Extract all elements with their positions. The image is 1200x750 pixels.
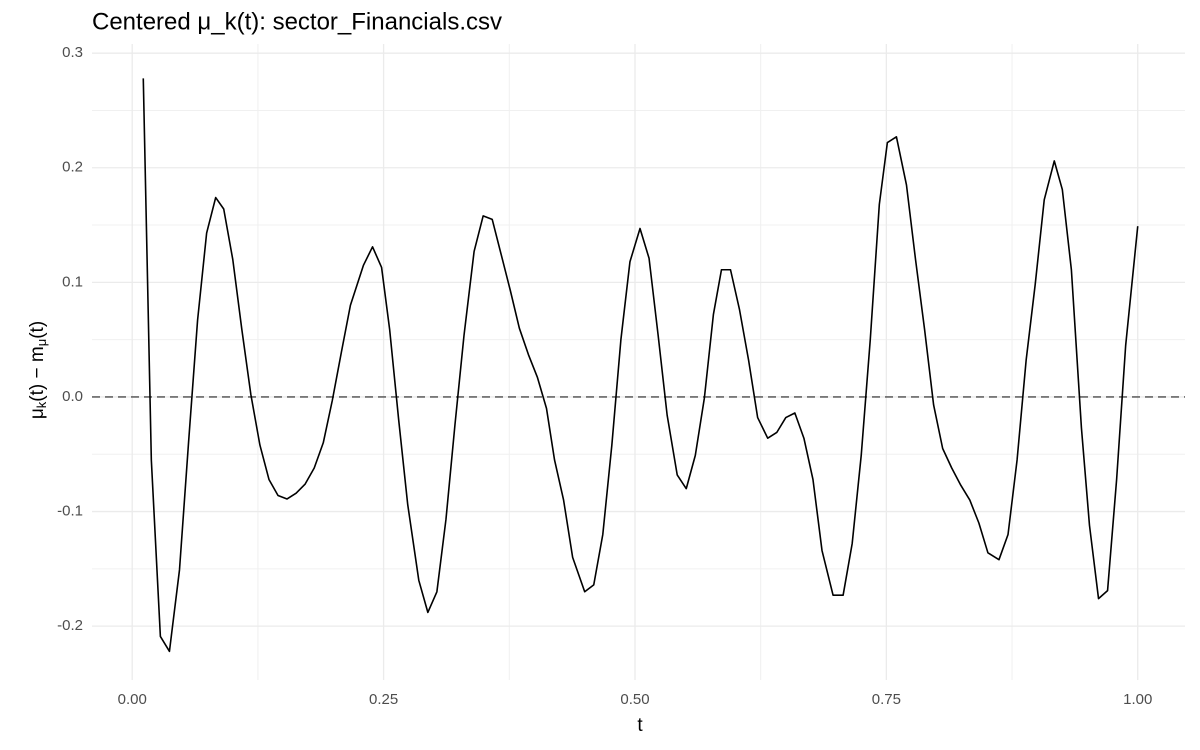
x-tick-label: 0.50 (620, 691, 649, 708)
x-tick-label: 0.00 (118, 691, 147, 708)
x-tick-label: 0.75 (872, 691, 901, 708)
x-tick-label: 1.00 (1123, 691, 1152, 708)
x-tick-label: 0.25 (369, 691, 398, 708)
y-label-sub: k (34, 401, 49, 408)
y-tick-label: 0.1 (62, 273, 83, 290)
y-tick-label: -0.1 (57, 503, 83, 520)
x-axis-label: t (637, 715, 643, 736)
y-tick-label: 0.2 (62, 159, 83, 176)
data-line (142, 78, 1139, 653)
y-tick-label: 0.0 (62, 388, 83, 405)
y-tick-label: -0.2 (57, 617, 83, 634)
y-label-sub: μ (34, 339, 49, 347)
chart-title: Centered μ_k(t): sector_Financials.csv (92, 8, 502, 35)
y-axis-label: μk(t) − mμ(t) (27, 321, 49, 419)
y-tick-label: 0.3 (62, 44, 83, 61)
y-label-part: μ (27, 408, 48, 419)
y-label-part: (t) − m (27, 346, 48, 401)
y-label-part: (t) (27, 321, 48, 339)
grid (92, 44, 1185, 680)
